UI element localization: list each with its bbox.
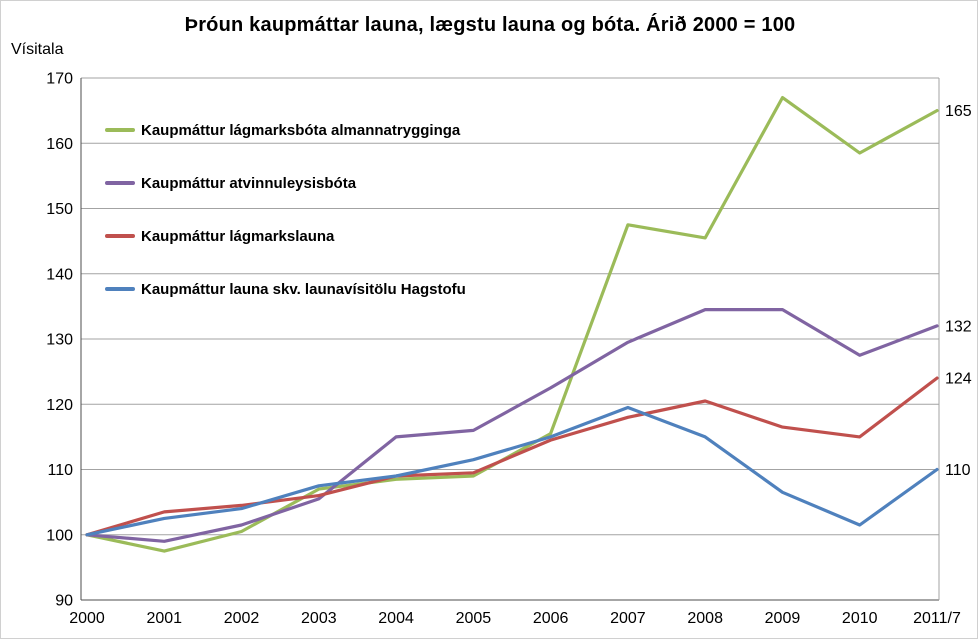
end-value-label: 110 xyxy=(945,462,971,479)
chart-title: Þróun kaupmáttar launa, lægstu launa og … xyxy=(184,14,796,36)
end-value-label: 132 xyxy=(945,318,972,335)
series-line xyxy=(85,308,939,543)
series-line xyxy=(85,376,939,537)
y-tick-label: 90 xyxy=(55,593,73,610)
y-tick-label: 100 xyxy=(46,527,73,544)
y-tick-label: 150 xyxy=(46,201,73,218)
y-tick-label: 170 xyxy=(46,71,73,88)
legend-item: Kaupmáttur atvinnuleysisbóta xyxy=(105,173,356,193)
legend-label: Kaupmáttur atvinnuleysisbóta xyxy=(141,174,357,192)
legend-swatch xyxy=(105,128,135,132)
legend-label: Kaupmáttur lágmarkslauna xyxy=(141,227,335,245)
legend-item: Kaupmáttur launa skv. launavísitölu Hags… xyxy=(105,279,466,299)
legend-item: Kaupmáttur lágmarksbóta almannatrygginga xyxy=(105,120,460,140)
legend-item: Kaupmáttur lágmarkslauna xyxy=(105,226,334,246)
x-tick-label: 2006 xyxy=(533,610,569,627)
y-tick-label: 140 xyxy=(46,266,73,283)
x-tick-label: 2001 xyxy=(146,610,182,627)
legend-swatch xyxy=(105,181,135,185)
legend-label: Kaupmáttur lágmarksbóta almannatrygginga xyxy=(141,121,461,139)
y-tick-label: 160 xyxy=(46,136,73,153)
legend-label: Kaupmáttur launa skv. launavísitölu Hags… xyxy=(141,280,466,298)
x-tick-label: 2008 xyxy=(687,610,723,627)
x-tick-label: 2007 xyxy=(610,610,646,627)
end-value-label: 124 xyxy=(945,371,972,388)
y-tick-label: 110 xyxy=(47,462,73,479)
legend-swatch xyxy=(105,287,135,291)
x-tick-label: 2002 xyxy=(224,610,260,627)
y-tick-label: 120 xyxy=(46,397,73,414)
legend-swatch xyxy=(105,234,135,238)
x-tick-label: 2003 xyxy=(301,610,337,627)
x-tick-label: 2009 xyxy=(765,610,801,627)
x-tick-label: 2011/7 xyxy=(913,610,961,627)
series-line xyxy=(85,405,939,537)
y-tick-label: 130 xyxy=(46,332,73,349)
x-tick-label: 2005 xyxy=(456,610,492,627)
x-tick-label: 2010 xyxy=(842,610,878,627)
x-tick-label: 2004 xyxy=(378,610,414,627)
end-value-label: 165 xyxy=(945,103,972,120)
y-axis-title: Vísitala xyxy=(11,41,64,58)
x-tick-label: 2000 xyxy=(69,610,105,627)
